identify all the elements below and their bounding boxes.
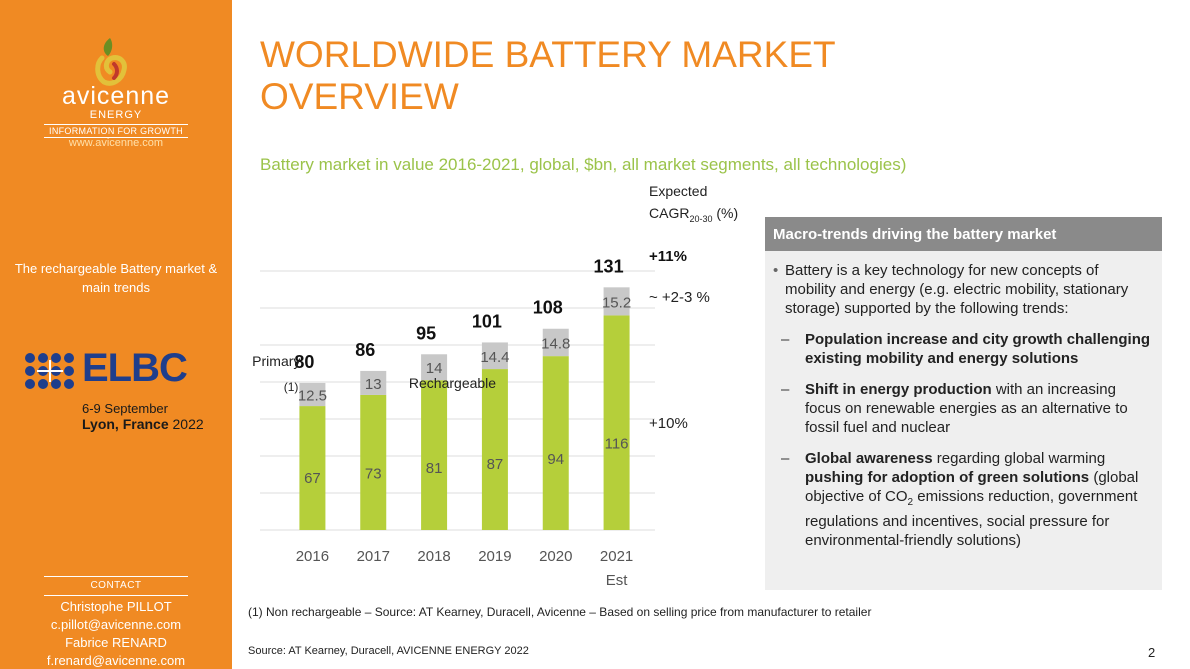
sidebar-topic: The rechargeable Battery market & main t… bbox=[14, 261, 218, 295]
elbc-name: ELBC bbox=[82, 346, 188, 390]
trend-2-bold: Shift in energy production bbox=[805, 381, 992, 398]
elbc-dots-icon bbox=[25, 353, 74, 389]
bar-primary bbox=[603, 287, 630, 316]
data-label-rechargeable: 73 bbox=[365, 466, 382, 483]
bar-primary bbox=[481, 342, 508, 370]
elbc-year: 2022 bbox=[172, 416, 204, 432]
elbc-city: Lyon, France bbox=[82, 416, 169, 432]
cagr-total: +11% bbox=[649, 248, 687, 265]
x-tick-label: 2021 bbox=[600, 548, 633, 565]
data-label-total: 101 bbox=[472, 311, 502, 331]
slide-title: WORLDWIDE BATTERY MARKET OVERVIEW bbox=[260, 34, 960, 118]
contact-name-1: Christophe PILLOT bbox=[60, 599, 172, 614]
bar-primary bbox=[360, 370, 387, 395]
bar-rechargeable bbox=[481, 369, 508, 530]
trend-3-text-3: emissions reduction, government regulati… bbox=[805, 488, 1138, 549]
contact-email-2[interactable]: f.renard@avicenne.com bbox=[46, 653, 186, 668]
battery-market-chart: 67 12.5 80 2016 73 13 86 2017 81 14 95 2018 87 14.4 10… bbox=[252, 183, 738, 589]
cagr-header-line-2: CAGR20-30 (%) bbox=[649, 205, 738, 224]
chart-gridlines bbox=[260, 270, 655, 531]
x-tick-sublabel: Est bbox=[606, 572, 629, 589]
chart-bars bbox=[299, 287, 630, 530]
trend-3-bold: Global awareness bbox=[805, 450, 933, 467]
data-label-total: 95 bbox=[416, 323, 436, 343]
data-label-total: 108 bbox=[533, 298, 563, 318]
brand-name: avicenne bbox=[61, 82, 171, 110]
elbc-dates: 6-9 September bbox=[82, 401, 168, 416]
bar-primary bbox=[299, 382, 326, 407]
brand-url-link[interactable]: www.avicenne.com bbox=[68, 137, 164, 149]
contact-email-1[interactable]: c.pillot@avicenne.com bbox=[50, 617, 182, 632]
chart-footnote: (1) Non rechargeable – Source: AT Kearne… bbox=[248, 605, 872, 619]
brand-sub: ENERGY bbox=[89, 109, 143, 121]
data-label-rechargeable: 94 bbox=[547, 451, 564, 468]
macro-trends-panel: Macro-trends driving the battery market … bbox=[765, 217, 1162, 590]
data-label-primary: 13 bbox=[365, 376, 382, 393]
trend-item: – Population increase and city growth ch… bbox=[781, 330, 1152, 368]
data-label-primary: 14 bbox=[426, 360, 443, 377]
x-tick-label: 2016 bbox=[296, 548, 329, 565]
chart-subtitle: Battery market in value 2016-2021, globa… bbox=[260, 155, 907, 174]
data-label-total: 131 bbox=[594, 256, 624, 276]
trend-item: – Global awareness regarding global warm… bbox=[781, 449, 1152, 550]
contact-divider bbox=[44, 595, 188, 596]
brand-tagline: INFORMATION FOR GROWTH bbox=[44, 124, 188, 138]
data-label-rechargeable: 67 bbox=[304, 470, 321, 487]
data-label-primary: 12.5 bbox=[298, 388, 327, 405]
bar-rechargeable bbox=[542, 356, 569, 530]
dash-icon: – bbox=[781, 381, 790, 398]
data-label-primary: 14.4 bbox=[480, 349, 509, 366]
avicenne-logo-icon bbox=[95, 38, 127, 86]
panel-body: • Battery is a key technology for new co… bbox=[765, 251, 1162, 550]
data-label-primary: 14.8 bbox=[541, 335, 570, 352]
panel-heading: Macro-trends driving the battery market bbox=[765, 217, 1162, 251]
bar-rechargeable bbox=[603, 315, 630, 530]
series-label-primary: Primary bbox=[252, 353, 300, 369]
dash-icon: – bbox=[781, 331, 790, 348]
sidebar: avicenne ENERGY INFORMATION FOR GROWTH w… bbox=[0, 0, 232, 669]
bar-rechargeable bbox=[299, 406, 326, 530]
data-label-total: 80 bbox=[294, 352, 314, 372]
elbc-event-logo: ELBC 6-9 September Lyon, France 2022 bbox=[24, 346, 224, 432]
trend-1-bold: Population increase and city growth chal… bbox=[805, 331, 1151, 367]
cagr-header-line-1: Expected bbox=[649, 183, 707, 199]
contact-label: CONTACT bbox=[44, 576, 188, 591]
series-label-rechargeable: Rechargeable bbox=[409, 375, 496, 391]
page-number: 2 bbox=[1148, 645, 1156, 660]
series-footnote-marker: (1) bbox=[284, 380, 299, 394]
panel-intro-bullet: • Battery is a key technology for new co… bbox=[773, 261, 1152, 318]
data-label-primary: 15.2 bbox=[602, 294, 631, 311]
bar-primary bbox=[421, 354, 448, 381]
data-label-total: 86 bbox=[355, 340, 375, 360]
trend-3-bold-2: pushing for adoption of green solutions bbox=[805, 469, 1090, 486]
data-label-rechargeable: 116 bbox=[605, 435, 629, 452]
trend-3-text: regarding global warming bbox=[932, 450, 1106, 467]
x-tick-label: 2020 bbox=[539, 548, 572, 565]
bar-rechargeable bbox=[421, 380, 448, 530]
dash-icon: – bbox=[781, 450, 790, 467]
slide-source: Source: AT Kearney, Duracell, AVICENNE E… bbox=[248, 645, 529, 657]
contact-name-2: Fabrice RENARD bbox=[65, 635, 167, 650]
cagr-rechargeable: +10% bbox=[649, 415, 688, 432]
x-tick-label: 2017 bbox=[357, 548, 390, 565]
bullet-dot-icon: • bbox=[773, 262, 779, 279]
bar-rechargeable bbox=[360, 394, 387, 530]
x-tick-label: 2019 bbox=[478, 548, 511, 565]
slide-title-line-2: OVERVIEW bbox=[260, 76, 459, 117]
cagr-primary: ~ +2-3 % bbox=[649, 289, 710, 306]
bar-primary bbox=[542, 328, 569, 357]
slide-title-line-1: WORLDWIDE BATTERY MARKET bbox=[260, 34, 836, 75]
chart-labels: 67 12.5 80 2016 73 13 86 2017 81 14 95 2018 87 14.4 10… bbox=[252, 183, 738, 589]
elbc-location: Lyon, France 2022 bbox=[82, 416, 204, 432]
trend-item: – Shift in energy production with an inc… bbox=[781, 380, 1152, 437]
x-tick-label: 2018 bbox=[417, 548, 450, 565]
data-label-rechargeable: 81 bbox=[426, 460, 443, 477]
trend-3-subscript: 2 bbox=[907, 497, 914, 508]
trend-2-text: with an increasing focus on renewable en… bbox=[805, 381, 1128, 436]
panel-intro-text: Battery is a key technology for new conc… bbox=[785, 262, 1129, 317]
data-label-rechargeable: 87 bbox=[487, 456, 504, 473]
trend-3-text-2: (global objective of CO bbox=[805, 469, 1139, 505]
contact-block: Christophe PILLOT c.pillot@avicenne.com … bbox=[0, 598, 232, 669]
